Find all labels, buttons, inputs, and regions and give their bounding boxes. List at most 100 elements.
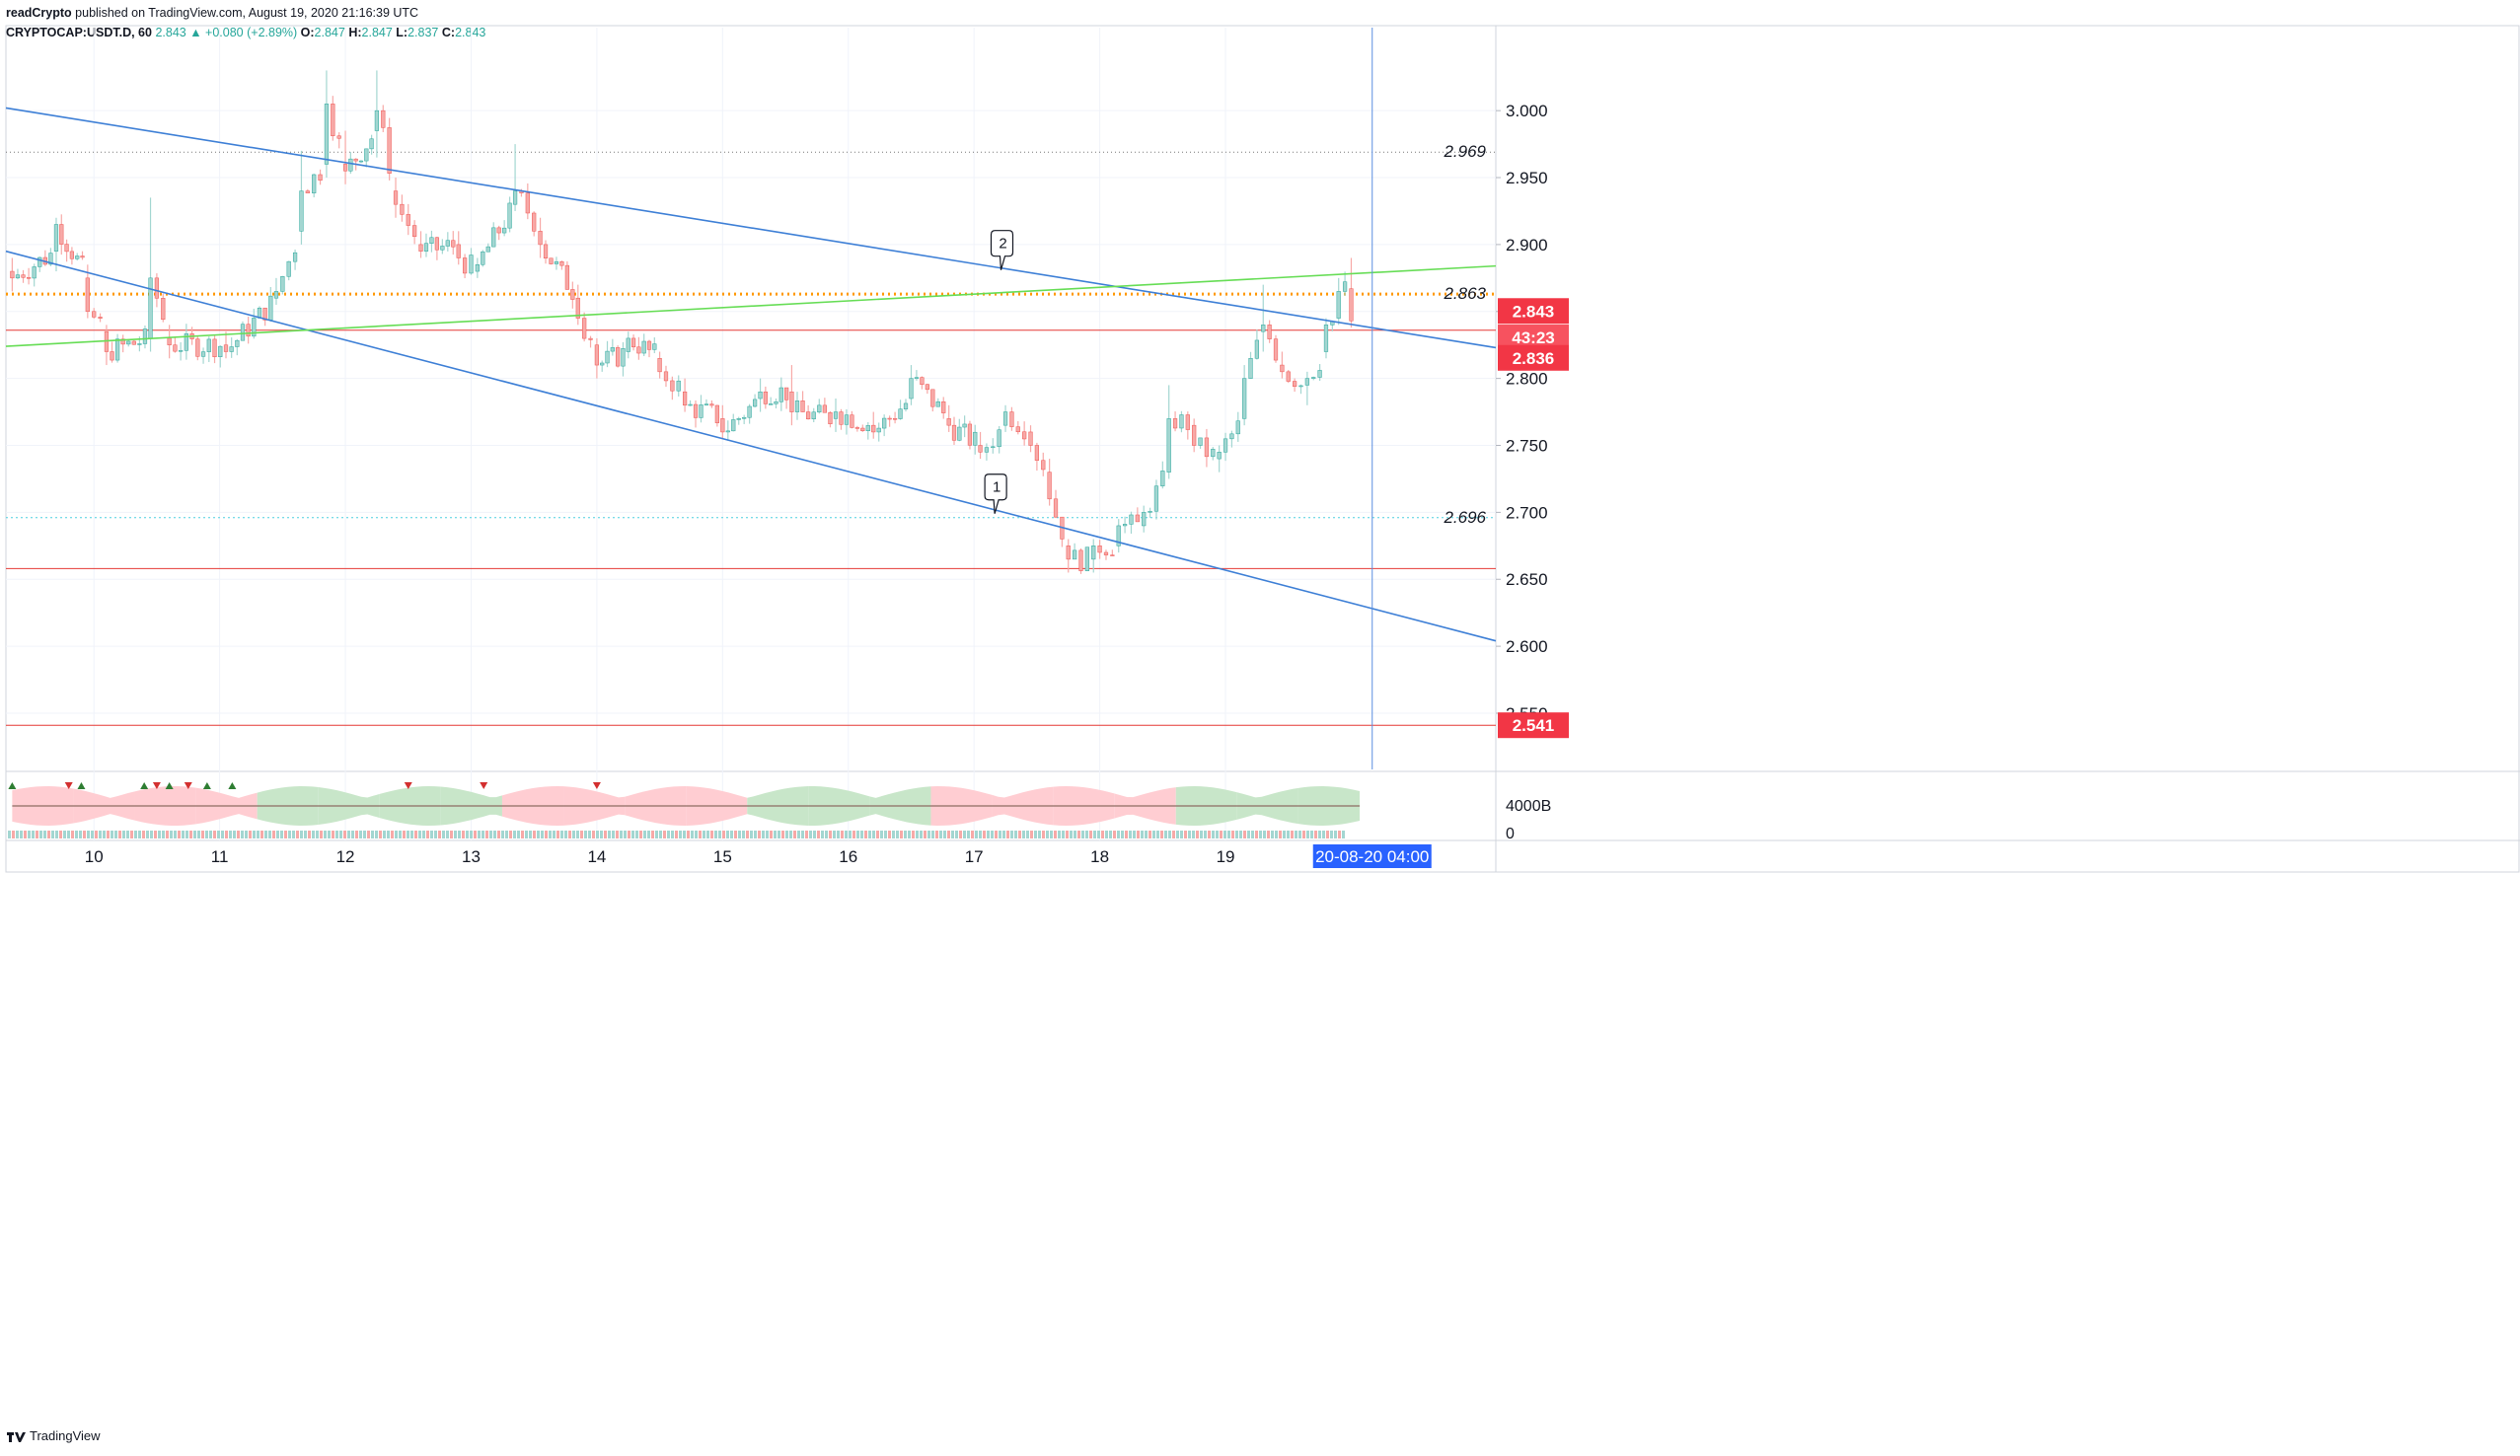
candle-body: [246, 324, 251, 337]
volume-bar: [691, 831, 694, 838]
volume-bar: [1302, 831, 1305, 838]
candle-body: [742, 416, 747, 419]
volume-bar: [821, 831, 824, 838]
candle-body: [1166, 418, 1171, 473]
candle-body: [481, 251, 485, 265]
volume-bar: [1342, 831, 1345, 838]
candle-body: [240, 324, 246, 341]
volume-bar: [955, 831, 958, 838]
volume-bar: [474, 831, 477, 838]
candle-body: [850, 414, 854, 428]
candle-body: [280, 276, 285, 292]
candle-body: [844, 414, 850, 425]
volume-bar: [588, 831, 591, 838]
down-marker-icon: [404, 782, 412, 789]
volume-bar: [600, 831, 603, 838]
volume-bar: [987, 831, 990, 838]
candle-body: [1286, 371, 1291, 382]
low-value: 2.837: [408, 26, 439, 39]
volume-bar: [880, 831, 883, 838]
candle-body: [1217, 452, 1222, 460]
volume-bar: [12, 831, 15, 838]
candle-body: [752, 399, 758, 407]
volume-bar: [1204, 831, 1207, 838]
volume-bar: [458, 831, 461, 838]
candle-body: [502, 227, 507, 234]
volume-bar: [1247, 831, 1250, 838]
volume-bar: [233, 831, 236, 838]
candle-body: [1336, 291, 1341, 319]
volume-bar: [1093, 831, 1096, 838]
publish-info: published on TradingView.com, August 19,…: [71, 6, 419, 20]
time-axis[interactable]: 10 11 12 13 14 15 16 17 18 19: [85, 847, 1235, 866]
close-label: C:: [441, 26, 456, 39]
candle-body: [1273, 338, 1279, 361]
volume-bar: [1089, 831, 1092, 838]
volume-bar: [158, 831, 161, 838]
volume-bar: [174, 831, 177, 838]
volume-bar: [95, 831, 98, 838]
volume-bar: [55, 831, 58, 838]
up-marker-icon: [228, 782, 237, 789]
volume-bar: [1125, 831, 1128, 838]
candle-body: [342, 164, 348, 172]
price-axis[interactable]: 2.5502.6002.6502.7002.7502.8002.8502.900…: [1496, 102, 1569, 739]
volume-bar: [201, 831, 204, 838]
volume-bar: [1184, 831, 1187, 838]
volume-bar: [39, 831, 42, 838]
volume-bar: [126, 831, 129, 838]
volume-bar: [631, 831, 634, 838]
candle-body: [1242, 378, 1247, 419]
candle-body: [1073, 549, 1077, 560]
volume-bar: [1054, 831, 1057, 838]
volume-bar: [754, 831, 757, 838]
volume-bar: [892, 831, 895, 838]
volume-bar: [864, 831, 867, 838]
footer-brand[interactable]: TradingView: [30, 1428, 101, 1443]
volume-bar: [667, 831, 670, 838]
volume-bar: [339, 831, 342, 838]
volume-bar: [280, 831, 283, 838]
high-value: 2.847: [361, 26, 393, 39]
candle-body: [570, 289, 575, 300]
symbol-line: CRYPTOCAP:USDT.D, 60 2.843 ▲ +0.080 (+2.…: [6, 23, 485, 42]
candle-body: [200, 351, 206, 357]
x-tick-label: 11: [211, 847, 229, 866]
volume-bar: [426, 831, 429, 838]
volume-bar: [1121, 831, 1124, 838]
candle-body: [626, 337, 630, 352]
volume-bar: [442, 831, 445, 838]
candle-body: [1041, 460, 1046, 471]
volume-bar: [1018, 831, 1021, 838]
volume-bar: [612, 831, 615, 838]
volume-bar: [1006, 831, 1009, 838]
publisher-name[interactable]: readCrypto: [6, 6, 72, 20]
candle-body: [1142, 512, 1147, 527]
candle-body: [1103, 551, 1109, 555]
candle-body: [575, 297, 580, 319]
candle-body: [1135, 514, 1140, 523]
volume-bar: [1322, 831, 1325, 838]
price-label-box: [1498, 298, 1569, 325]
volume-bar: [28, 831, 31, 838]
volume-bar: [312, 831, 315, 838]
trend-line: [5, 250, 1497, 642]
volume-bar: [750, 831, 753, 838]
volume-bar: [1156, 831, 1159, 838]
candle-body: [268, 295, 273, 321]
volume-bar: [391, 831, 394, 838]
volume-bar: [722, 831, 725, 838]
volume-bar: [43, 831, 46, 838]
volume-bar: [371, 831, 374, 838]
volume-bar: [1220, 831, 1223, 838]
candle-body: [98, 317, 103, 319]
y-tick-label: 2.800: [1506, 370, 1548, 389]
price-label-box: [1498, 344, 1569, 371]
volume-bar: [193, 831, 196, 838]
volume-bar: [75, 831, 78, 838]
symbol-name[interactable]: CRYPTOCAP:USDT.D, 60: [6, 26, 152, 39]
volume-bar: [1235, 831, 1238, 838]
crosshair-time-label: 20-08-20 04:00: [1315, 847, 1429, 866]
candle-body: [839, 411, 844, 425]
